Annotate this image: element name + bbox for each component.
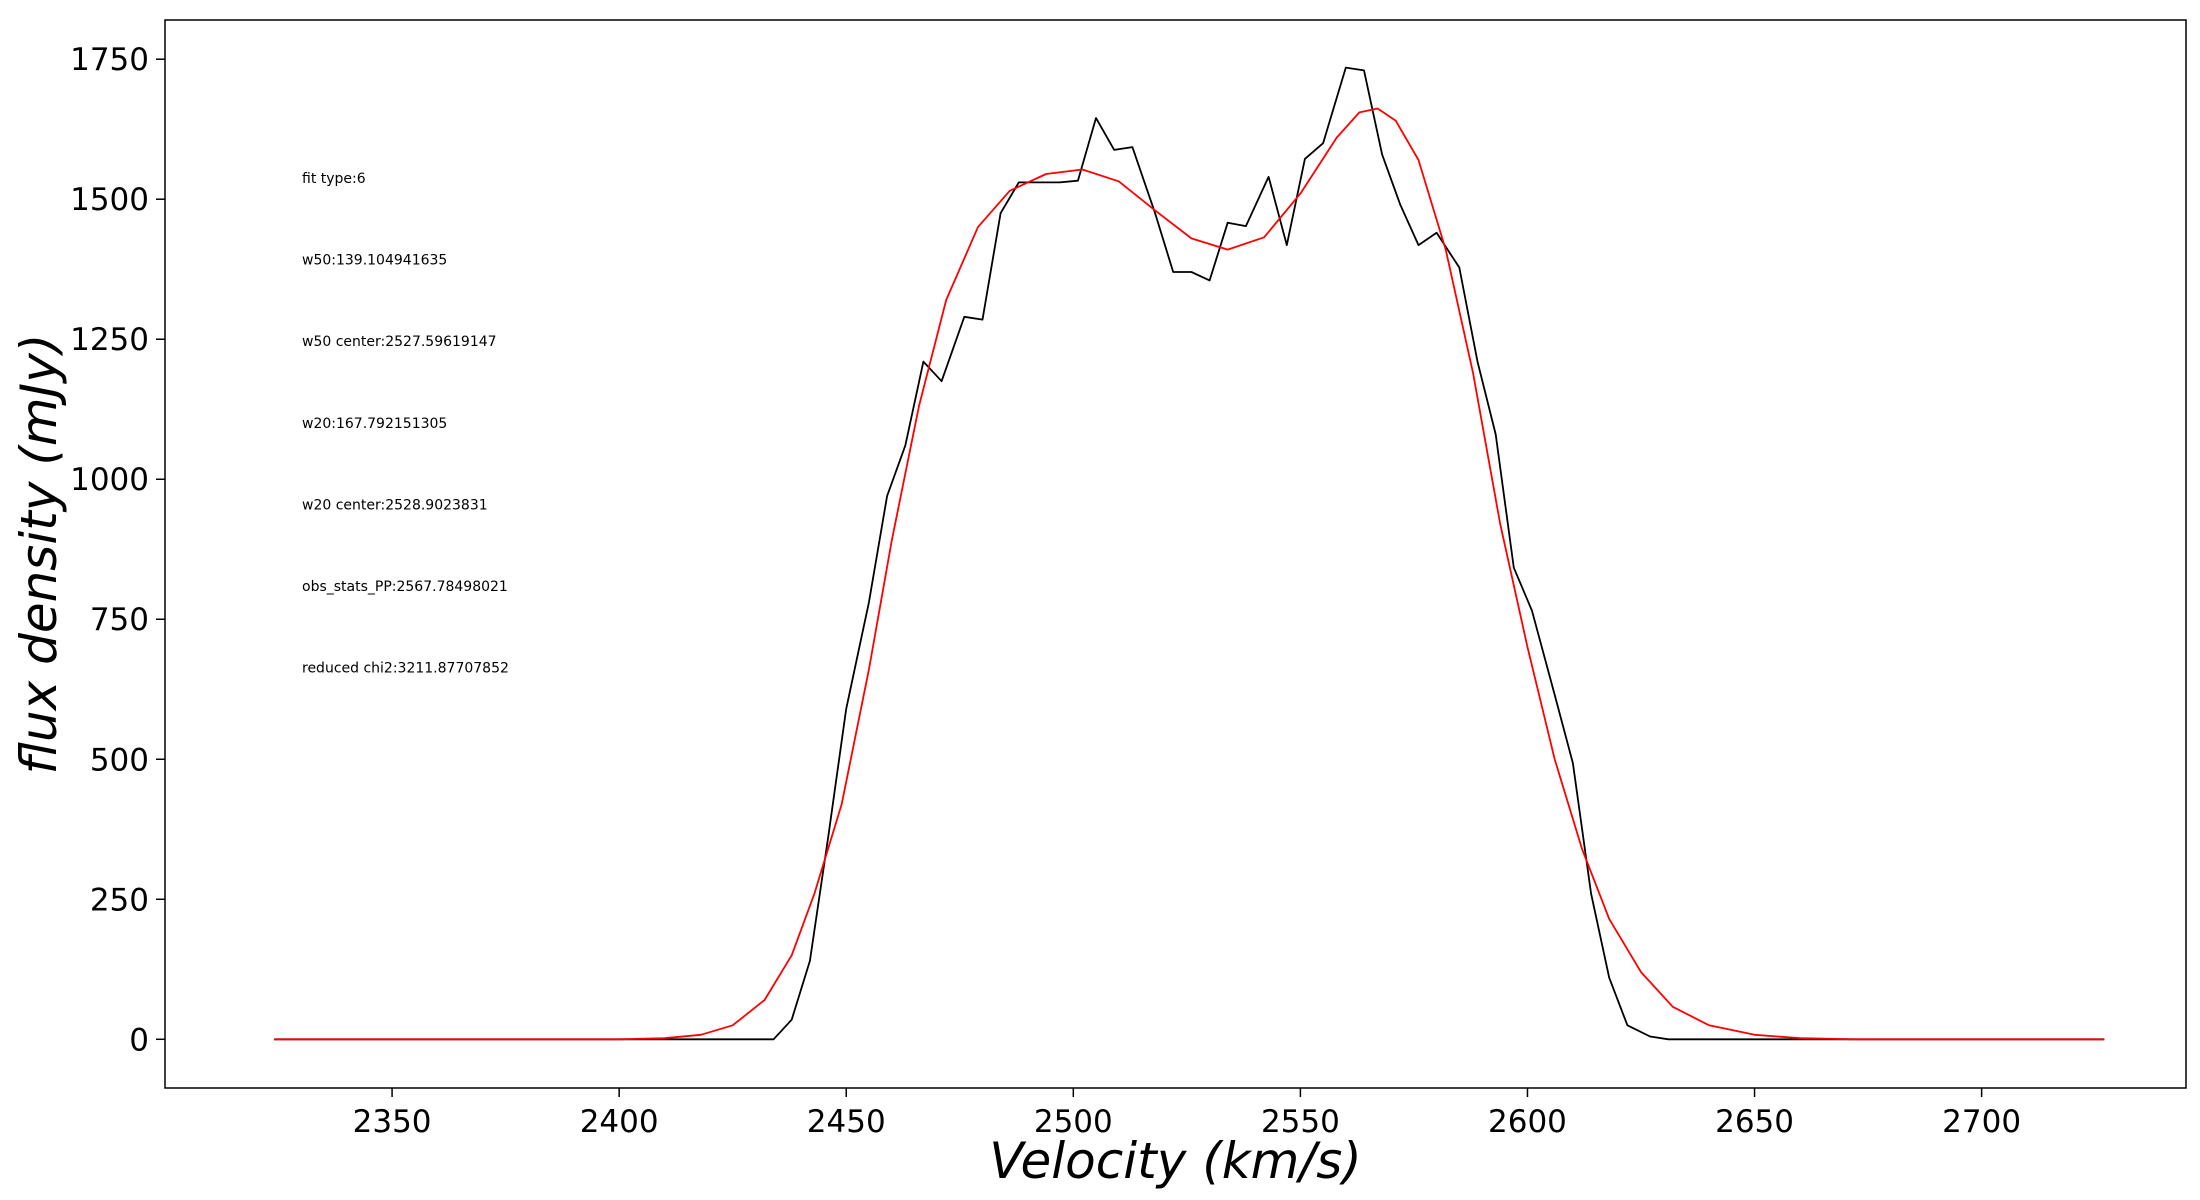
series-line-1 — [274, 66, 2105, 1041]
annotations: fit type:6 w50:139.104941635 w50 center:25… — [302, 171, 509, 677]
x-tick-label: 2700 — [1942, 1104, 2021, 1140]
y-tick-label: 500 — [90, 742, 149, 778]
y-axis-label: flux density (mJy) — [10, 334, 68, 775]
x-tick-label: 2650 — [1715, 1104, 1794, 1140]
x-tick-label: 2350 — [353, 1104, 432, 1140]
x-tick-label: 2500 — [1034, 1104, 1113, 1140]
y-axis: 0 250 500 750 1000 1250 1500 1750 — [70, 42, 165, 1058]
annotation-text: reduced chi2:3211.87707852 — [302, 661, 509, 677]
series-layer — [274, 66, 2105, 1041]
x-tick-label: 2400 — [580, 1104, 659, 1140]
x-tick-label: 2550 — [1261, 1104, 1340, 1140]
y-tick-label: 750 — [90, 602, 149, 638]
annotation-text: w50 center:2527.59619147 — [302, 334, 497, 350]
x-tick-label: 2450 — [807, 1104, 886, 1140]
x-tick-label: 2600 — [1488, 1104, 1567, 1140]
annotation-text: fit type:6 — [302, 171, 366, 187]
annotation-text: obs_stats_PP:2567.78498021 — [302, 579, 508, 595]
x-axis: 2350 2400 2450 2500 2550 2600 2650 2700 — [353, 1088, 2021, 1140]
annotation-text: w20 center:2528.9023831 — [302, 497, 488, 513]
series-line-2 — [274, 107, 2105, 1041]
y-tick-label: 1000 — [70, 462, 149, 498]
y-tick-label: 250 — [90, 882, 149, 918]
annotation-text: w20:167.792151305 — [302, 416, 447, 432]
x-axis-label: Velocity (km/s) — [989, 1132, 1362, 1190]
y-tick-label: 1250 — [70, 322, 149, 358]
y-tick-label: 1500 — [70, 182, 149, 218]
plot-area — [164, 19, 2187, 1089]
annotation-text: w50:139.104941635 — [302, 253, 447, 269]
y-tick-label: 1750 — [70, 42, 149, 78]
axes-frame — [164, 19, 2187, 1089]
y-tick-label: 0 — [129, 1022, 149, 1058]
